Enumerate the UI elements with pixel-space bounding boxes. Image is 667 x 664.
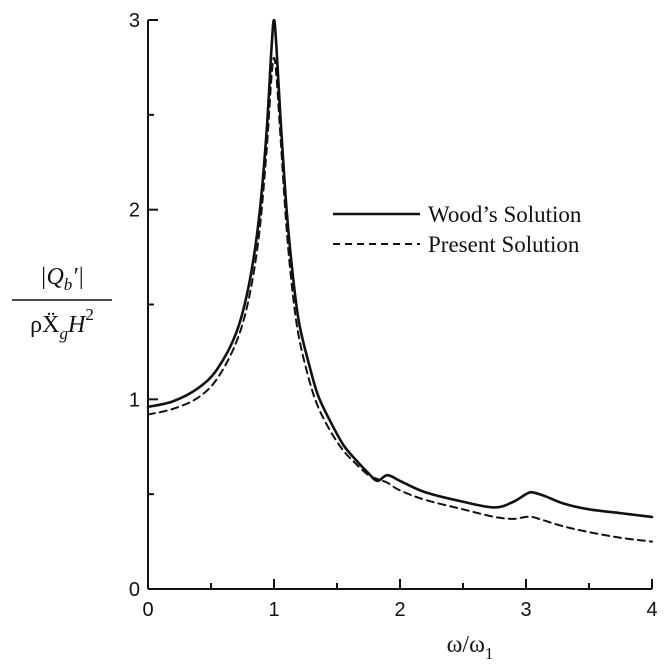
y-axis-label-denominator: ρẌgH2	[30, 305, 94, 343]
x-tick-label-2: 2	[394, 599, 405, 621]
x-tick-label-0: 0	[142, 599, 153, 621]
x-tick-label-1: 1	[268, 599, 279, 621]
y-axis-label-numerator: |Qb′|	[40, 264, 84, 294]
series-line-wood-s-solution	[146, 18, 654, 519]
series-line-present-solution	[147, 56, 653, 543]
y-tick-label-3: 3	[129, 10, 140, 32]
legend: Wood’s Solution Present Solution	[333, 202, 582, 257]
y-tick-label-2: 2	[129, 200, 140, 222]
series-layer	[146, 18, 654, 543]
y-tick-label-1: 1	[129, 389, 140, 411]
legend-label-present-solution: Present Solution	[428, 232, 580, 257]
y-axis-label: |Qb′| ρẌgH2	[12, 264, 112, 343]
x-axis-label: ω/ω1	[447, 632, 494, 663]
x-tick-label-4: 4	[646, 599, 657, 621]
x-tick-label-3: 3	[520, 599, 531, 621]
ticks: 0 1 2 3 4 0 1 2 3	[129, 10, 658, 621]
axes	[147, 20, 652, 590]
y-tick-label-0: 0	[129, 579, 140, 601]
legend-label-woods-solution: Wood’s Solution	[428, 202, 582, 227]
